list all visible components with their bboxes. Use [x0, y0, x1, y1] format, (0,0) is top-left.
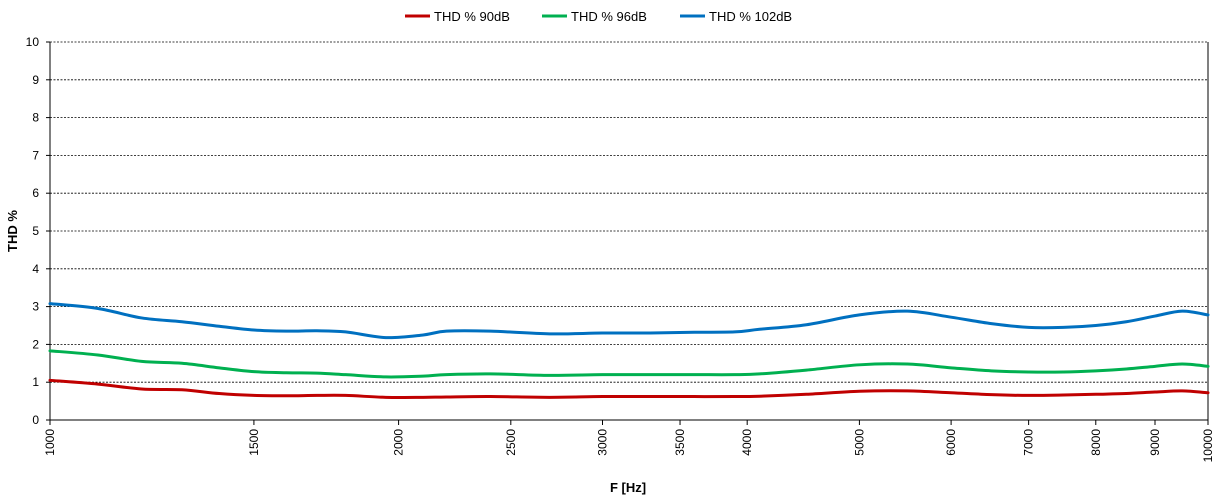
y-tick-label: 7 — [32, 148, 39, 162]
x-axis-ticks: 1000 1500 2000 2500 3000 3500 4000 5000 6000 7000… — [43, 420, 1215, 462]
y-tick-label: 4 — [32, 262, 39, 276]
x-tick-label: 9000 — [1148, 429, 1162, 456]
legend-label: THD % 102dB — [709, 9, 792, 24]
y-tick-label: 0 — [32, 413, 39, 427]
x-tick-label: 8000 — [1089, 429, 1103, 456]
y-tick-label: 5 — [32, 224, 39, 238]
x-tick-label: 10000 — [1201, 429, 1215, 463]
y-tick-label: 3 — [32, 300, 39, 314]
legend-label: THD % 96dB — [571, 9, 647, 24]
y-tick-label: 6 — [32, 186, 39, 200]
x-tick-label: 2000 — [392, 429, 406, 456]
gridlines — [49, 41, 1209, 421]
y-tick-label: 10 — [26, 35, 40, 49]
series-line-1 — [48, 378, 1210, 399]
legend-label: THD % 90dB — [434, 9, 510, 24]
series-line-3 — [48, 302, 1210, 340]
y-tick-label: 2 — [32, 337, 39, 351]
x-tick-label: 6000 — [944, 429, 958, 456]
series-line-2 — [48, 349, 1210, 379]
x-tick-label: 3000 — [596, 429, 610, 456]
x-tick-label: 1500 — [247, 429, 261, 456]
legend-item: THD % 102dB — [680, 9, 792, 24]
y-axis-title: THD % — [5, 210, 20, 252]
legend-item: THD % 90dB — [405, 9, 510, 24]
x-tick-label: 2500 — [504, 429, 518, 456]
y-tick-label: 1 — [32, 375, 39, 389]
x-tick-label: 1000 — [43, 429, 57, 456]
legend-item: THD % 96dB — [542, 9, 647, 24]
x-tick-label: 3500 — [673, 429, 687, 456]
y-tick-label: 9 — [32, 73, 39, 87]
x-tick-label: 7000 — [1022, 429, 1036, 456]
y-tick-label: 8 — [32, 111, 39, 125]
x-axis-title: F [Hz] — [610, 480, 646, 495]
legend: THD % 90dB THD % 96dB THD % 102dB — [405, 9, 792, 24]
y-axis-ticks: 0 1 2 3 4 5 6 7 8 9 10 — [26, 35, 50, 427]
x-tick-label: 4000 — [740, 429, 754, 456]
series-group — [48, 302, 1210, 399]
x-tick-label: 5000 — [852, 429, 866, 456]
